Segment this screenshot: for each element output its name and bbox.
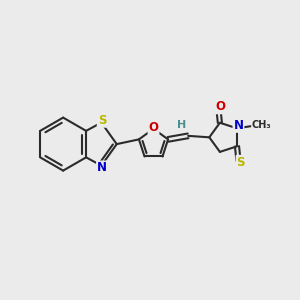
Text: CH₃: CH₃	[252, 120, 272, 130]
Text: O: O	[148, 121, 158, 134]
Text: S: S	[237, 156, 245, 169]
Text: N: N	[233, 119, 244, 132]
Text: H: H	[177, 120, 186, 130]
Text: O: O	[216, 100, 226, 113]
Text: S: S	[98, 114, 106, 127]
Text: N: N	[97, 161, 107, 175]
